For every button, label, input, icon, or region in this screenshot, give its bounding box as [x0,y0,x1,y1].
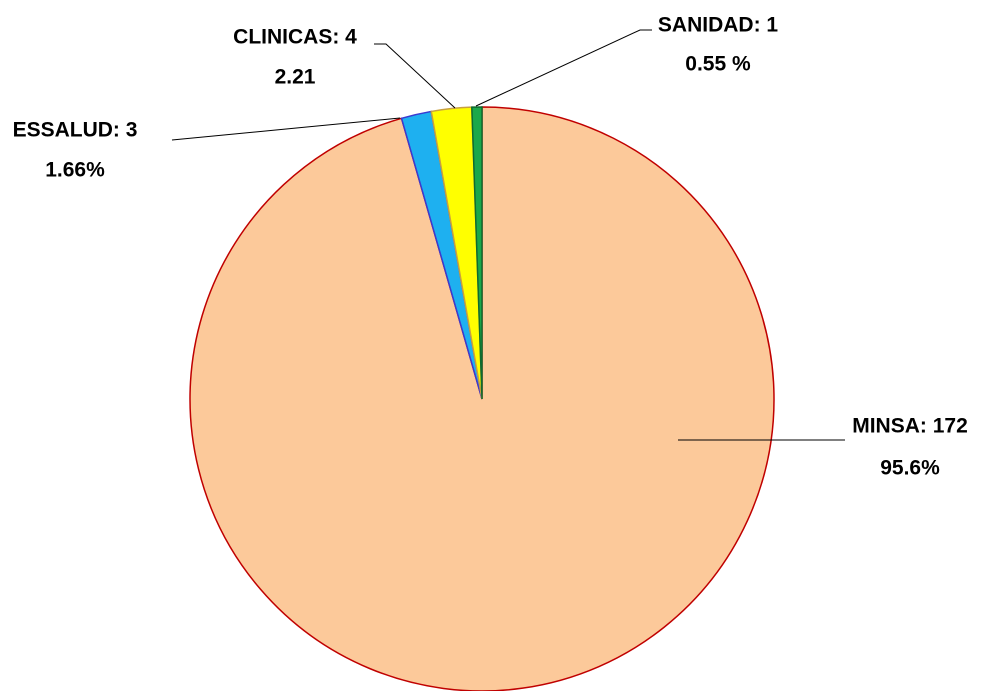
percent-label: 2.21 [275,66,316,89]
leader-line [374,43,456,109]
pie-slice [471,106,483,400]
percent-label: 0.55 % [685,53,751,76]
slice-label: CLINICAS: 4 [233,26,357,49]
percent-label: 1.66% [45,159,105,182]
slice-label: ESSALUD: 3 [13,119,138,142]
leader-line [171,117,401,141]
leader-line [475,29,652,107]
percent-label: 95.6% [880,457,940,480]
slice-label: MINSA: 172 [852,415,968,438]
slice-label: SANIDAD: 1 [658,14,778,37]
